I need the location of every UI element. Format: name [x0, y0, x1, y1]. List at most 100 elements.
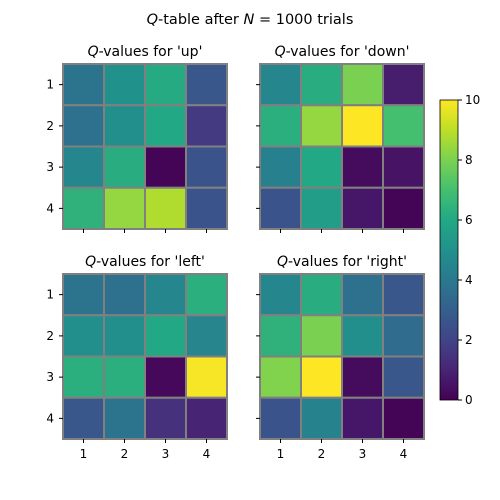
heatmap-cell	[300, 396, 343, 440]
panel-title-q: Q	[277, 254, 288, 270]
colorbar-tick-label: 0	[465, 393, 473, 407]
panel-title: Q-values for 'up'	[88, 44, 203, 60]
panel-title-q: Q	[85, 254, 96, 270]
heatmap-cell	[382, 63, 425, 107]
panel-title-q: Q	[275, 44, 286, 60]
colorbar: 0 2 4 6 8 10	[439, 93, 480, 407]
x-tick-label: 4	[203, 447, 211, 461]
panel-title-text: -values for 'up'	[99, 44, 203, 60]
heatmap-cell	[144, 63, 187, 107]
heatmap-cell	[341, 104, 384, 148]
heatmap-cell	[62, 186, 105, 230]
heatmap-cell	[259, 396, 302, 440]
heatmap-cell	[62, 314, 105, 358]
y-tick-label: 2	[46, 119, 54, 133]
heatmap-cell	[300, 145, 343, 189]
heatmap-panel-1: Q-values for 'up' 1 2 3 4	[46, 44, 228, 233]
heatmap-cell	[382, 396, 425, 440]
heatmap-cell	[103, 63, 146, 107]
heatmap-cell	[300, 186, 343, 230]
figure-title: Q-table after N = 1000 trials	[147, 12, 354, 28]
colorbar-tick-label: 6	[465, 213, 473, 227]
heatmap-cell	[259, 314, 302, 358]
panel-title-text: -values for 'down'	[286, 44, 410, 60]
heatmap-cell	[382, 104, 425, 148]
x-tick-label: 2	[121, 447, 129, 461]
heatmap-cell	[341, 355, 384, 399]
heatmap-cell	[62, 355, 105, 399]
heatmap-cell	[62, 63, 105, 107]
heatmap-cell	[259, 273, 302, 317]
figure-title-q: Q	[147, 12, 158, 28]
heatmap-cell	[185, 63, 228, 107]
heatmap-cell	[185, 145, 228, 189]
heatmap-cell	[62, 396, 105, 440]
colorbar-tick-label: 10	[465, 93, 480, 107]
y-tick-label: 4	[46, 201, 54, 215]
heatmap-cell	[382, 186, 425, 230]
heatmap-panel-4: Q-values for 'right' 1 2 3 4	[256, 254, 425, 461]
heatmap-cell	[103, 355, 146, 399]
heatmap-cell	[382, 273, 425, 317]
heatmap-cell	[341, 273, 384, 317]
heatmap-cell	[300, 104, 343, 148]
panel-title-q: Q	[88, 44, 99, 60]
heatmap-cell	[62, 273, 105, 317]
x-tick-label: 2	[318, 447, 326, 461]
heatmap-cell	[185, 186, 228, 230]
panel-title: Q-values for 'right'	[277, 254, 407, 270]
heatmap-cell	[341, 145, 384, 189]
heatmap-cell	[144, 186, 187, 230]
colorbar-tick-label: 2	[465, 333, 473, 347]
heatmap-cell	[144, 355, 187, 399]
heatmap-cell	[62, 104, 105, 148]
colorbar-tick-label: 4	[465, 273, 473, 287]
heatmap-cell	[103, 186, 146, 230]
heatmap-cell	[185, 104, 228, 148]
x-tick-label: 1	[277, 447, 285, 461]
heatmap-cell	[144, 314, 187, 358]
heatmap-cell	[103, 273, 146, 317]
heatmap-cell	[103, 145, 146, 189]
heatmap-cell	[259, 63, 302, 107]
colorbar-tick-label: 8	[465, 153, 473, 167]
panel-title: Q-values for 'left'	[85, 254, 205, 270]
y-tick-label: 3	[46, 370, 54, 384]
y-tick-label: 4	[46, 411, 54, 425]
heatmap-cell	[259, 186, 302, 230]
heatmap-panel-3: Q-values for 'left' 1 2 3 4 1 2 3 4	[46, 254, 228, 461]
figure-title-rest: = 1000 trials	[254, 12, 353, 28]
figure-title-n: N	[244, 12, 255, 28]
heatmap-cell	[341, 63, 384, 107]
heatmap-cell	[259, 355, 302, 399]
heatmap-cell	[185, 314, 228, 358]
x-tick-label: 3	[359, 447, 367, 461]
heatmap-cell	[382, 314, 425, 358]
heatmap-cell	[144, 145, 187, 189]
y-tick-label: 1	[46, 78, 54, 92]
heatmap-cell	[103, 396, 146, 440]
panel-title: Q-values for 'down'	[275, 44, 410, 60]
heatmap-cell	[185, 396, 228, 440]
heatmap-cell	[144, 396, 187, 440]
heatmap-cell	[144, 273, 187, 317]
heatmap-cell	[62, 145, 105, 189]
heatmap-cell	[382, 145, 425, 189]
y-tick-label: 1	[46, 288, 54, 302]
heatmap-panel-2: Q-values for 'down'	[256, 44, 425, 233]
x-tick-label: 1	[80, 447, 88, 461]
figure-title-mid: -table after	[158, 12, 243, 28]
heatmap-cell	[103, 314, 146, 358]
heatmap-cell	[185, 355, 228, 399]
heatmap-cell	[341, 186, 384, 230]
panel-title-text: -values for 'left'	[96, 254, 205, 270]
panel-title-text: -values for 'right'	[288, 254, 407, 270]
heatmap-cell	[144, 104, 187, 148]
heatmap-cell	[300, 63, 343, 107]
heatmap-cell	[300, 314, 343, 358]
colorbar-gradient	[439, 99, 459, 401]
y-tick-label: 3	[46, 160, 54, 174]
heatmap-cell	[341, 314, 384, 358]
